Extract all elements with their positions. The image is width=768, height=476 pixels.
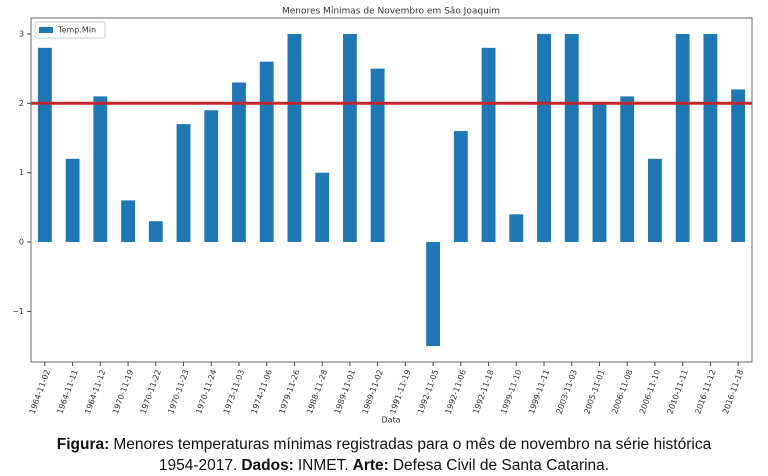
bar [370,68,385,243]
bar [426,242,441,347]
bar [537,33,551,243]
x-tick-label: 1973-11-03 [222,368,246,415]
bar [93,96,108,243]
x-tick-label: 1991-11-19 [388,368,412,415]
bar [703,33,718,243]
x-tick-label: 1979-11-26 [277,368,301,415]
bar [731,89,746,243]
caption-text: Dados: [241,457,294,474]
x-axis-label: Data [381,416,400,425]
caption-text: Defesa Civil de Santa Catarina. [392,457,610,474]
bar [481,47,496,243]
bar [564,33,579,243]
x-tick-label: 1992-11-06 [444,368,468,415]
x-tick-label: 1970-11-23 [166,368,190,415]
caption-text: 1954-2017. [158,457,238,474]
chart-title: Menores Mínimas de Novembro em São Joaqu… [282,7,500,17]
x-tick-label: 1964-11-02 [28,368,52,415]
x-tick-label: 1974-11-06 [250,368,274,415]
legend-box [34,21,106,39]
bar [37,47,52,243]
x-tick-label: 2006-11-10 [638,368,662,415]
bar [509,214,524,243]
y-tick-label: 3 [19,29,24,38]
legend-label: Temp.Min [57,26,96,35]
bar [620,96,635,243]
caption-text: Figura: [56,436,110,453]
bar [675,33,690,243]
caption-text: Menores temperaturas mínimas registradas… [113,436,712,453]
x-tick-label: 1999-11-11 [527,368,551,415]
bar [592,103,607,243]
caption-text: Arte: [352,457,389,474]
bar [121,200,135,243]
y-tick-label: 1 [19,168,24,177]
x-tick-label: 2016-11-18 [721,368,745,415]
x-tick-label: 1992-11-18 [471,368,495,415]
caption-text: INMET. [297,457,349,474]
bar [315,172,330,243]
x-tick-label: 1989-11-01 [333,368,357,415]
caption-line: Figura: Menores temperaturas mínimas regi… [0,434,768,455]
x-tick-label: 1970-11-24 [194,368,218,415]
x-tick-label: 2005-11-01 [582,368,606,415]
x-tick-label: 1989-11-02 [361,368,385,415]
legend: Temp.Min [34,21,106,39]
bar [148,221,163,243]
x-tick-label: 1992-11-05 [416,368,440,415]
y-tick-label: −1 [12,307,24,316]
plot-area [30,17,753,363]
x-tick-label: 2006-11-08 [610,368,634,415]
bar [204,110,219,243]
bar [232,82,246,243]
chart: Menores Mínimas de Novembro em São Joaqu… [12,7,753,425]
x-tick-label: 1970-11-19 [111,368,135,415]
bar [287,33,302,243]
caption-line: 1954-2017. Dados: INMET. Arte: Defesa Civil … [0,455,768,476]
legend-swatch [39,27,53,33]
x-tick-label: 1964-11-12 [83,368,107,415]
y-tick-label: 2 [19,99,24,108]
x-tick-label: 1964-11-11 [55,368,79,415]
x-tick-label: 1988-11-28 [305,368,329,415]
x-tick-label: 2003-11-03 [555,368,579,415]
bar [259,61,274,243]
x-tick-label: 2010-11-11 [666,368,690,415]
x-tick-label: 2016-11-12 [693,368,717,415]
bar [342,33,357,243]
x-tick-label: 1999-11-10 [499,368,523,415]
bar [65,158,80,243]
x-tick-label: 1970-11-22 [139,368,163,415]
y-tick-label: 0 [19,238,24,247]
bar [453,131,468,243]
bar [176,124,191,243]
caption: Figura: Menores temperaturas mínimas regi… [0,434,768,476]
bar [648,158,662,243]
